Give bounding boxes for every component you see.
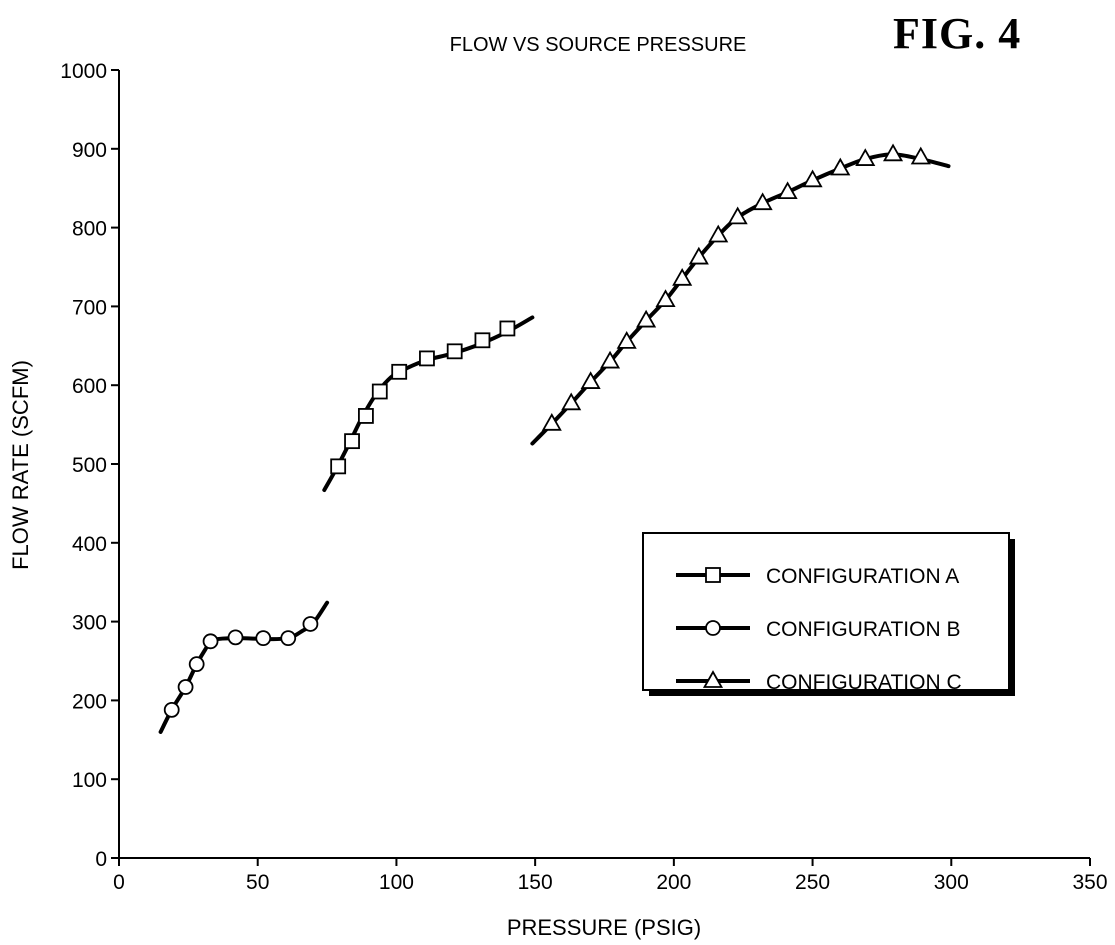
- data-point: [474, 332, 491, 349]
- y-tick-label: 700: [72, 296, 107, 319]
- x-tick-label: 250: [795, 871, 830, 894]
- chart-title: FLOW VS SOURCE PRESSURE: [450, 34, 747, 56]
- data-point: [616, 331, 637, 349]
- axes: 0 100 200 300 400 500 600 700 800 900 1000 0 50 100 15…: [60, 60, 1107, 894]
- y-tick-label: 800: [72, 218, 107, 241]
- x-tick-label: 300: [934, 871, 969, 894]
- legend-entry-label: CONFIGURATION A: [766, 565, 959, 588]
- data-point: [708, 224, 729, 243]
- data-point: [358, 408, 374, 424]
- data-point: [163, 701, 180, 718]
- x-tick-label: 150: [518, 871, 553, 894]
- legend-marker: [702, 670, 724, 688]
- y-axis-label: FLOW RATE (SCFM): [8, 360, 33, 570]
- y-tick-label: 400: [72, 533, 107, 556]
- data-point: [882, 143, 904, 162]
- y-tick-label: 1000: [60, 60, 107, 83]
- x-tick-label: 50: [246, 871, 269, 894]
- data-point: [777, 181, 798, 200]
- data-point: [188, 656, 205, 673]
- data-point: [446, 343, 463, 360]
- x-tick-label: 100: [379, 871, 414, 894]
- data-point: [561, 392, 582, 411]
- legend-marker: [705, 567, 721, 583]
- y-tick-label: 600: [72, 375, 107, 398]
- y-tick-label: 500: [72, 454, 107, 477]
- data-point: [280, 630, 297, 647]
- figure-label: FIG. 4: [893, 9, 1022, 58]
- data-point: [330, 458, 347, 475]
- y-tick-label: 100: [72, 769, 107, 792]
- data-point: [371, 383, 388, 400]
- data-point: [177, 679, 194, 695]
- legend-box: [642, 532, 1010, 691]
- legend: CONFIGURATION A CONFIGURATION B CONFIGURAT…: [642, 532, 1015, 696]
- series-circle: [158, 600, 330, 734]
- series-line: [530, 152, 951, 446]
- data-point: [910, 146, 931, 165]
- series-line: [158, 600, 330, 734]
- data-point: [802, 169, 823, 188]
- series-square: [322, 315, 535, 493]
- data-point: [580, 371, 601, 389]
- data-point: [855, 148, 876, 166]
- y-tick-label: 900: [72, 139, 107, 162]
- data-point: [672, 267, 693, 286]
- data-point: [499, 320, 516, 337]
- x-axis-label: PRESSURE (PSIG): [507, 915, 701, 940]
- data-point: [302, 616, 319, 632]
- data-point: [655, 289, 676, 307]
- data-point: [752, 192, 773, 211]
- data-point: [541, 412, 562, 431]
- series-line: [322, 315, 535, 493]
- x-tick-label: 350: [1072, 871, 1107, 894]
- y-tick-label: 300: [72, 612, 107, 635]
- data-point: [419, 350, 435, 367]
- x-tick-label: 200: [656, 871, 691, 894]
- data-point: [727, 206, 748, 225]
- data-point: [830, 157, 851, 176]
- data-point: [688, 246, 709, 265]
- data-point: [255, 630, 272, 647]
- data-point: [227, 629, 244, 646]
- legend-entry-label: CONFIGURATION C: [766, 671, 962, 694]
- series-triangle: [530, 143, 951, 446]
- data-point: [391, 363, 408, 380]
- legend-marker: [705, 620, 721, 636]
- data-point: [344, 433, 360, 450]
- data-point: [636, 309, 657, 328]
- legend-entry-label: CONFIGURATION B: [766, 618, 960, 641]
- x-tick-label: 0: [113, 871, 125, 894]
- y-tick-label: 0: [95, 848, 107, 871]
- data-point: [600, 350, 621, 369]
- data-point: [202, 633, 219, 650]
- plot-area: [158, 143, 951, 734]
- y-tick-label: 200: [72, 690, 107, 713]
